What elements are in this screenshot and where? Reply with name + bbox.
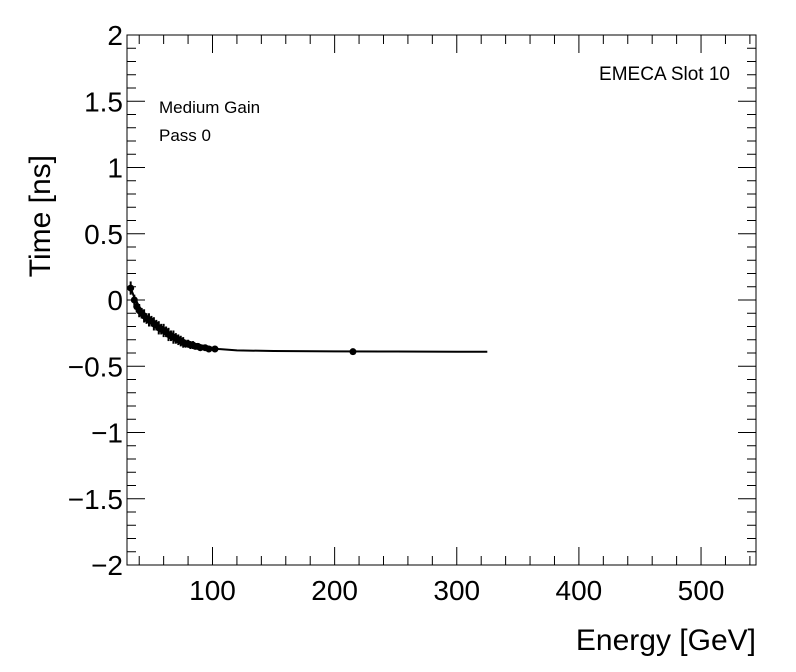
x-tick-label: 500: [678, 575, 725, 606]
data-point: [211, 345, 219, 353]
x-axis-title: Energy [GeV]: [576, 624, 756, 657]
x-tick-label: 300: [433, 575, 480, 606]
y-axis-title: Time [ns]: [24, 155, 57, 277]
y-tick-label: −2: [91, 550, 123, 581]
y-tick-label: −0.5: [68, 351, 123, 382]
x-tick-label: 400: [556, 575, 603, 606]
x-tick-labels: 100 200 300 400 500: [189, 575, 724, 606]
y-tick-label: 2: [107, 20, 123, 51]
pass-annotation: Pass 0: [159, 126, 211, 145]
y-tick-label: 0: [107, 285, 123, 316]
data-point: [127, 284, 135, 292]
data-points-group: [127, 281, 357, 356]
data-point: [205, 345, 213, 353]
slot-annotation: EMECA Slot 10: [599, 64, 730, 85]
y-tick-label: 1: [107, 153, 123, 184]
gain-annotation: Medium Gain: [159, 98, 260, 117]
data-point: [349, 348, 357, 356]
axis-ticks: [127, 34, 756, 566]
data-point: [196, 344, 204, 352]
y-tick-label: 1.5: [84, 86, 123, 117]
y-tick-labels: −2 −1.5 −1 −0.5 0 0.5 1 1.5 2: [68, 20, 123, 581]
y-tick-label: −1.5: [68, 484, 123, 515]
y-tick-label: 0.5: [84, 219, 123, 250]
y-tick-label: −1: [91, 418, 123, 449]
x-tick-label: 100: [189, 575, 236, 606]
x-tick-label: 200: [311, 575, 358, 606]
